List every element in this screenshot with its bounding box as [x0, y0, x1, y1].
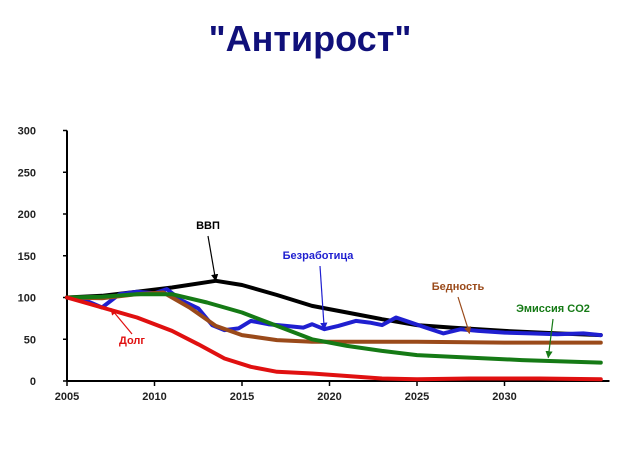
annotation-label: Бедность	[432, 281, 485, 293]
tick-labels: 0 50 100 150 200 250 300 2005 2010 2015 2020 2025 20…	[18, 126, 517, 404]
annotation-arrow	[110, 307, 133, 335]
annotation-arrow	[457, 296, 471, 335]
annotation-arrow	[207, 235, 219, 282]
x-tick-label: 2015	[230, 391, 254, 403]
chart-title: "Антирост"	[208, 18, 412, 59]
y-tick-label: 100	[18, 293, 36, 305]
x-tick-label: 2010	[142, 391, 166, 403]
x-tick-label: 2030	[492, 391, 516, 403]
x-tick-label: 2020	[317, 391, 341, 403]
y-tick-label: 250	[18, 167, 36, 179]
series-долг-line	[65, 295, 603, 382]
series-lines	[65, 278, 603, 382]
y-tick-label: 0	[30, 376, 36, 388]
series-annotations: ВВП Безработица Бедность Эмиссия CO2 Долг	[110, 220, 590, 359]
annotation-arrow	[545, 318, 554, 359]
y-tick-label: 50	[24, 334, 36, 346]
x-tick-label: 2025	[405, 391, 429, 403]
series-эмиссия-co2-line	[65, 292, 603, 365]
annotation-label: Безработица	[283, 250, 355, 262]
y-tick-label: 150	[18, 251, 36, 263]
x-tick-label: 2005	[55, 391, 79, 403]
chart-axes	[63, 129, 610, 386]
annotation-arrow	[319, 265, 328, 330]
annotation-label: Долг	[119, 335, 145, 347]
y-tick-label: 200	[18, 209, 36, 221]
y-tick-label: 300	[18, 126, 36, 138]
annotation-label: Эмиссия CO2	[516, 303, 590, 315]
annotation-label: ВВП	[196, 220, 220, 232]
